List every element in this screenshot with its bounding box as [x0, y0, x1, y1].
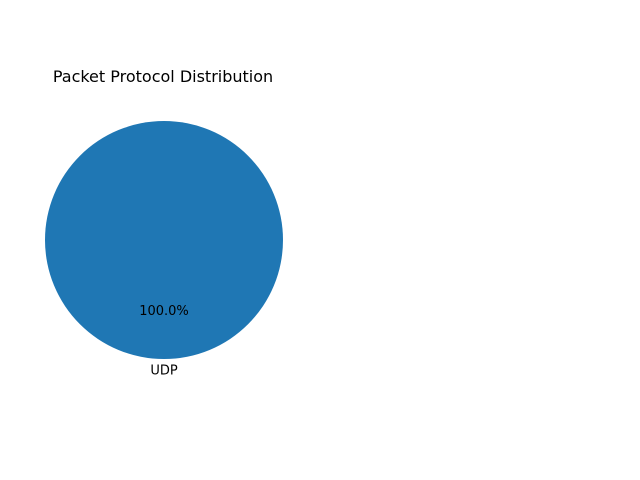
chart-title: Packet Protocol Distribution — [53, 67, 273, 86]
pie-percent-label: 100.0% — [139, 304, 189, 319]
pie-plot-area: 100.0% UDP — [45, 121, 283, 378]
pie-category-label: UDP — [150, 363, 178, 378]
pie-slice-udp — [45, 121, 283, 359]
